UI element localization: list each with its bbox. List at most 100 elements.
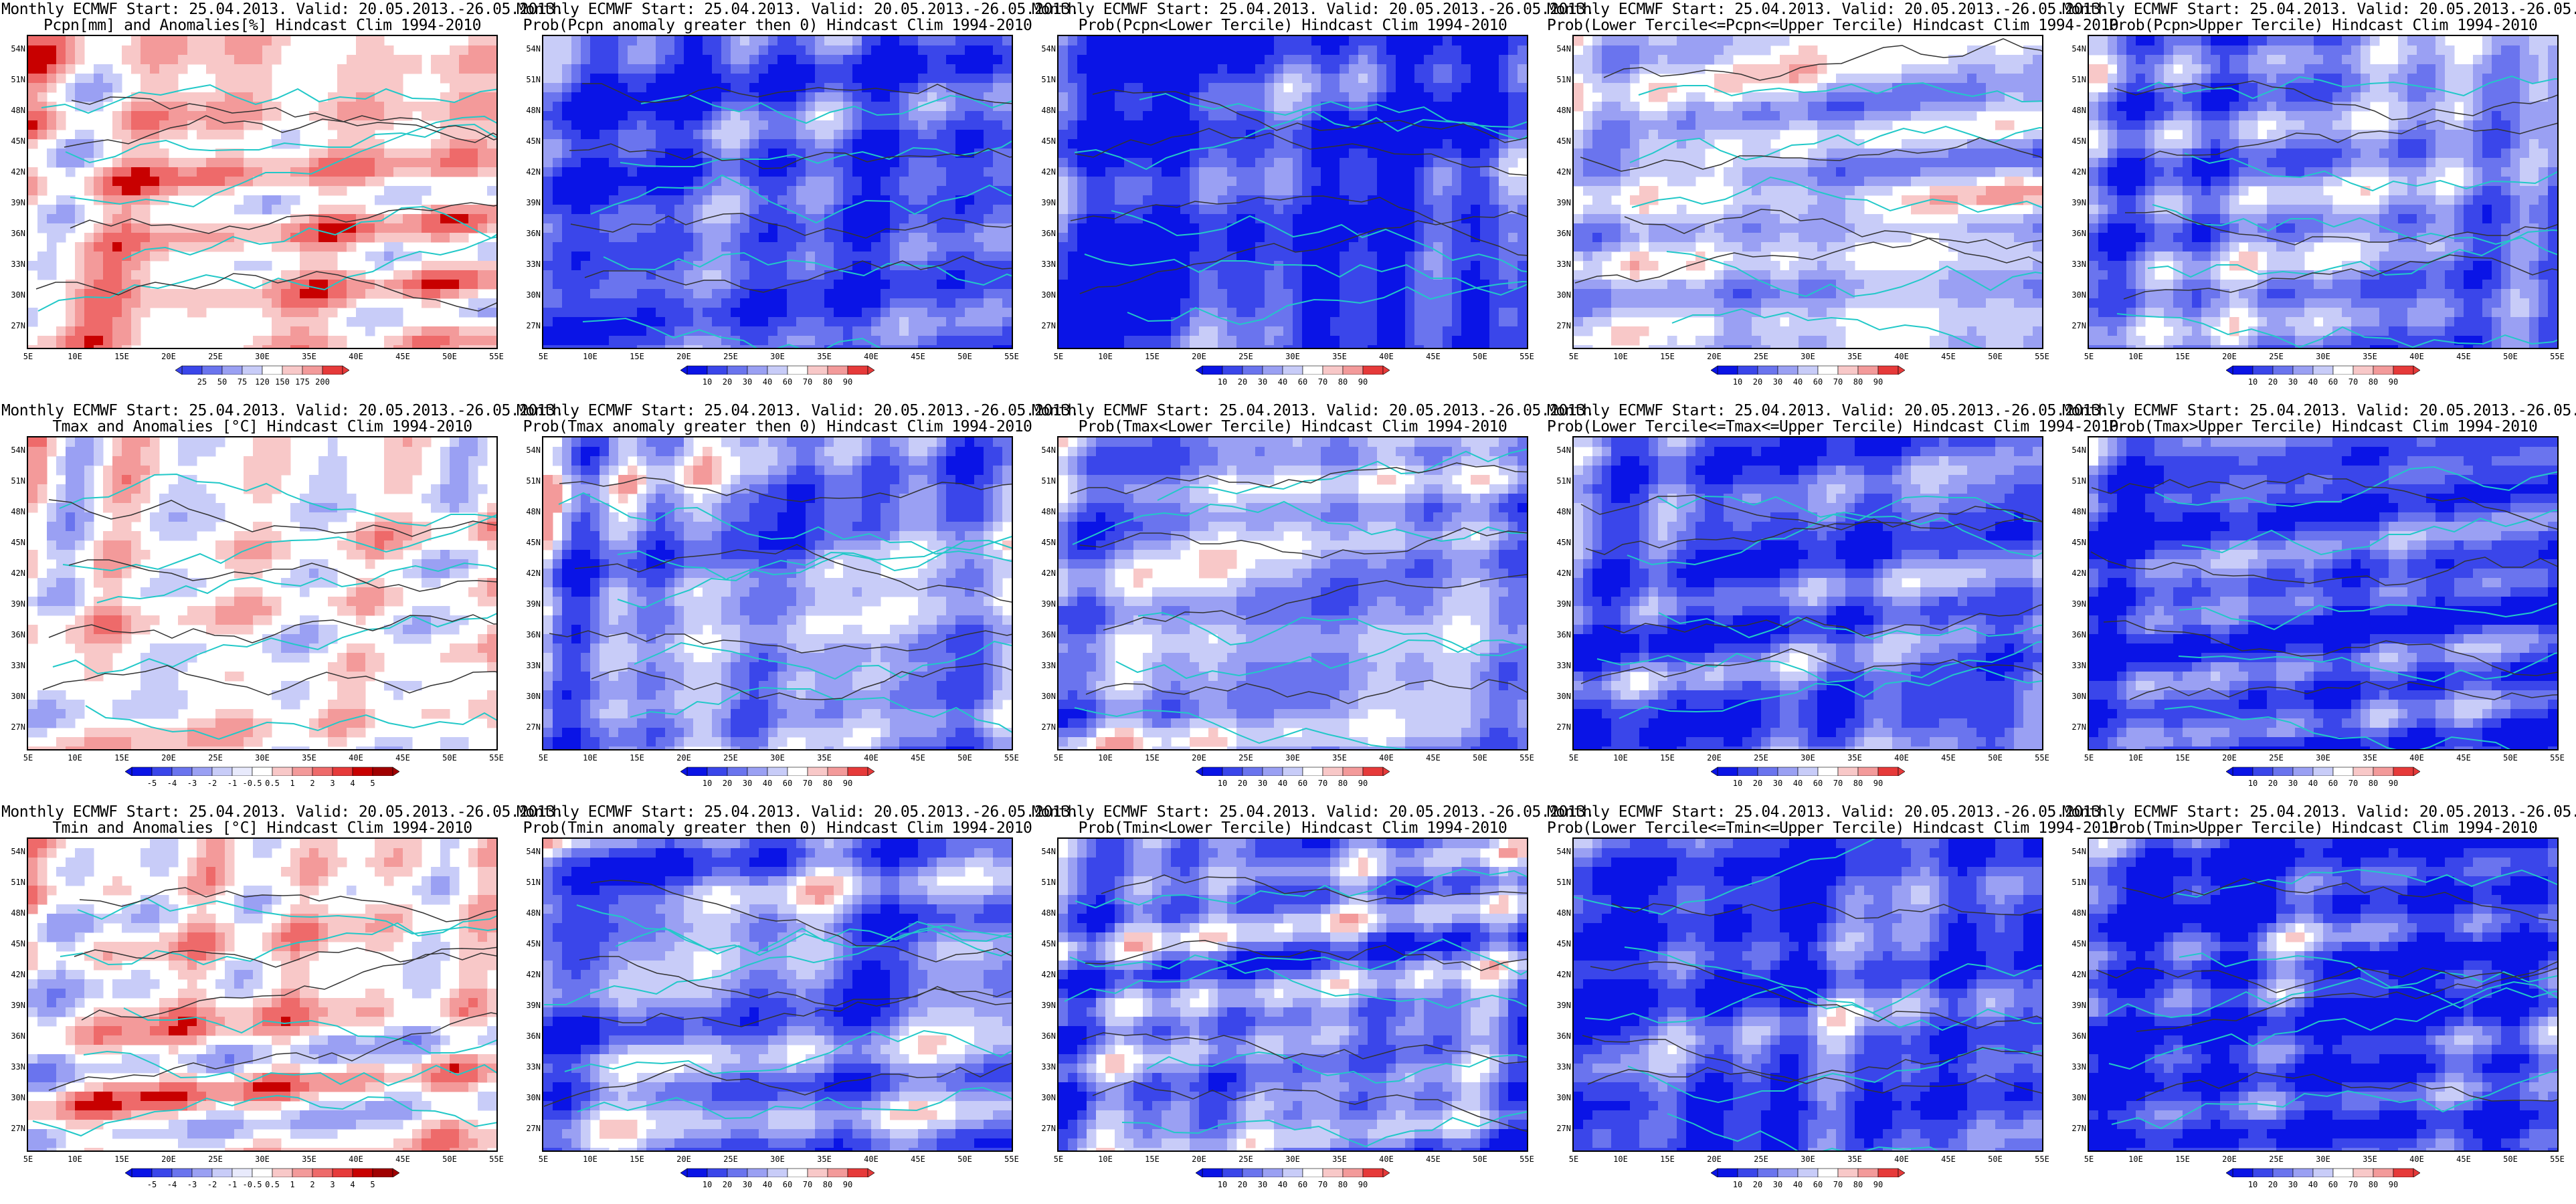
panel-title-line1: Monthly ECMWF Start: 25.04.2013. Valid: … (1032, 804, 1594, 820)
colorbar-tick-label: 40 (1278, 377, 1287, 387)
longitude-label: 55E (2550, 753, 2565, 763)
latitude-label: 51N (1548, 476, 1571, 486)
latitude-label: 51N (518, 476, 541, 486)
longitude-label: 35E (302, 753, 316, 763)
latitude-label: 39N (1548, 599, 1571, 609)
longitude-label: 20E (2222, 352, 2237, 361)
latitude-label: 27N (3, 321, 25, 330)
colorbar-tick-label: 60 (783, 779, 792, 788)
colorbar-tick-label: 90 (1873, 1180, 1883, 1189)
latitude-label: 45N (1033, 538, 1056, 547)
latitude-label: 33N (518, 260, 541, 269)
latitude-label: 30N (1548, 1093, 1571, 1102)
latitude-label: 33N (3, 661, 25, 670)
longitude-label: 25E (1754, 1155, 1768, 1164)
longitude-label: 25E (1238, 1155, 1253, 1164)
latitude-label: 51N (2063, 878, 2086, 887)
longitude-label: 45E (911, 1155, 925, 1164)
latitude-label: 42N (3, 569, 25, 578)
latitude-label: 39N (1548, 198, 1571, 207)
colorbar-tick-label: 10 (2248, 1180, 2258, 1189)
colorbar (125, 1168, 399, 1177)
latitude-label: 33N (2063, 1062, 2086, 1072)
colorbar-tick-label: 80 (1853, 377, 1863, 387)
latitude-label: 54N (1033, 445, 1056, 455)
longitude-label: 50E (957, 753, 972, 763)
map-area (2088, 35, 2559, 349)
longitude-label: 15E (1660, 753, 1675, 763)
latitude-label: 54N (2063, 847, 2086, 856)
colorbar-tick-label: 25 (197, 377, 207, 387)
colorbar-tick-label: 4 (350, 1180, 355, 1189)
longitude-label: 40E (1894, 1155, 1909, 1164)
latitude-label: 36N (518, 630, 541, 639)
colorbar (1196, 1168, 1390, 1177)
longitude-label: 30E (770, 352, 785, 361)
map-panel: Monthly ECMWF Start: 25.04.2013. Valid: … (1, 803, 564, 1204)
colorbar-tick-label: 60 (783, 377, 792, 387)
latitude-label: 36N (518, 1031, 541, 1041)
latitude-label: 27N (1548, 321, 1571, 330)
longitude-label: 40E (1894, 753, 1909, 763)
latitude-label: 45N (2063, 538, 2086, 547)
colorbar-tick-label: 200 (315, 377, 330, 387)
longitude-label: 50E (2503, 1155, 2518, 1164)
latitude-label: 30N (2063, 1093, 2086, 1102)
longitude-label: 40E (1894, 352, 1909, 361)
latitude-label: 48N (1548, 908, 1571, 918)
panel-title-line2: Prob(Pcpn anomaly greater then 0) Hindca… (517, 17, 1038, 33)
colorbar-tick-label: 1 (290, 779, 294, 788)
longitude-label: 25E (208, 753, 223, 763)
longitude-label: 20E (1192, 352, 1206, 361)
colorbar-tick-label: -3 (187, 779, 197, 788)
longitude-label: 45E (1941, 1155, 1956, 1164)
shaded-field (1059, 839, 1527, 1150)
longitude-label: 20E (2222, 1155, 2237, 1164)
colorbar (2226, 365, 2420, 375)
shaded-field (543, 839, 1012, 1150)
latitude-label: 45N (1548, 136, 1571, 146)
latitude-label: 51N (3, 878, 25, 887)
longitude-label: 20E (1192, 1155, 1206, 1164)
latitude-label: 39N (1033, 599, 1056, 609)
longitude-label: 10E (1613, 1155, 1628, 1164)
latitude-label: 27N (3, 722, 25, 732)
longitude-label: 20E (1707, 352, 1722, 361)
latitude-label: 54N (3, 445, 25, 455)
longitude-label: 25E (723, 753, 738, 763)
colorbar-tick-label: 80 (823, 1180, 832, 1189)
panel-title-line2: Prob(Tmin>Upper Tercile) Hindcast Clim 1… (2062, 820, 2576, 836)
latitude-label: 39N (1548, 1001, 1571, 1010)
longitude-label: 5E (23, 352, 33, 361)
longitude-label: 15E (2175, 753, 2190, 763)
panel-title-line2: Prob(Tmax anomaly greater then 0) Hindca… (517, 419, 1038, 435)
colorbar-tick-label: -4 (167, 779, 177, 788)
latitude-label: 54N (518, 44, 541, 54)
latitude-label: 45N (518, 136, 541, 146)
latitude-label: 54N (1548, 847, 1571, 856)
colorbar-tick-label: 90 (2389, 1180, 2398, 1189)
colorbar-tick-label: 70 (803, 377, 812, 387)
latitude-label: 45N (1548, 538, 1571, 547)
latitude-label: 27N (518, 722, 541, 732)
longitude-label: 10E (1098, 753, 1113, 763)
longitude-label: 40E (349, 753, 363, 763)
longitude-label: 35E (2363, 1155, 2377, 1164)
colorbar-tick-label: 40 (2308, 377, 2318, 387)
colorbar-tick-label: 10 (703, 1180, 712, 1189)
latitude-label: 39N (3, 1001, 25, 1010)
panel-title-line1: Monthly ECMWF Start: 25.04.2013. Valid: … (1, 1, 564, 17)
colorbar (1711, 767, 1905, 776)
longitude-label: 20E (161, 352, 176, 361)
longitude-label: 30E (1285, 753, 1300, 763)
colorbar-tick-label: 20 (723, 779, 732, 788)
longitude-label: 10E (1613, 753, 1628, 763)
longitude-label: 40E (864, 753, 879, 763)
latitude-label: 27N (1548, 722, 1571, 732)
longitude-label: 55E (2035, 352, 2049, 361)
longitude-label: 15E (1145, 753, 1160, 763)
colorbar-tick-label: -1 (227, 1180, 237, 1189)
colorbar-tick-label: 60 (783, 1180, 792, 1189)
latitude-label: 42N (2063, 167, 2086, 177)
longitude-label: 20E (1707, 753, 1722, 763)
